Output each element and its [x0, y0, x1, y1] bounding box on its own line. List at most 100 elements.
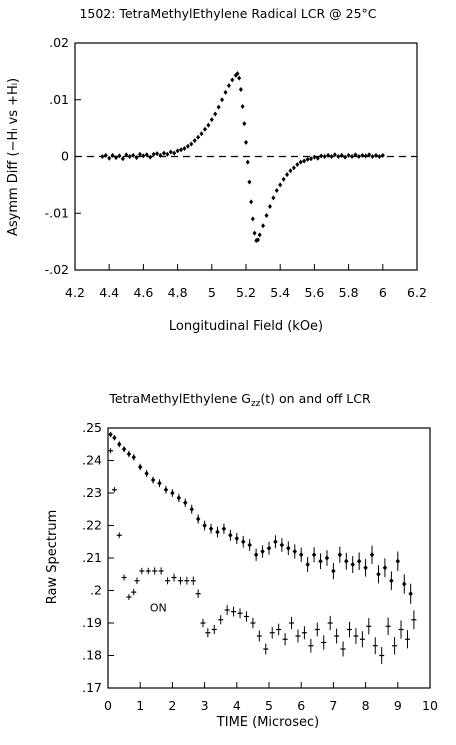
chart-2-y-tick-label: .2: [90, 583, 102, 598]
chart-2-x-tick-label: 6: [297, 698, 305, 713]
chart-1-data-point: [230, 77, 235, 83]
chart-1-x-tick-label: 6.2: [407, 285, 427, 300]
chart-1-y-axis-label: Asymm Diff (−Hₗ vs +Hₗ): [6, 78, 21, 236]
chart-1-data-point: [242, 121, 247, 127]
chart-2-off-data-point: [121, 446, 127, 452]
chart-1-data-point: [110, 152, 115, 158]
chart-1-data-point: [196, 134, 201, 140]
chart-1-data-point: [264, 213, 269, 219]
chart-2-off-data-point: [402, 581, 407, 587]
chart-1-data-point: [363, 153, 368, 159]
chart-2: TetraMethylEthylene Gzz(t) on and off LC…: [45, 391, 438, 730]
chart-1-data-point: [267, 203, 272, 209]
chart-1-data-point: [288, 168, 293, 174]
chart-1-x-tick-label: 4.6: [133, 285, 153, 300]
chart-1-data-point: [175, 148, 180, 154]
chart-1-data-point: [295, 161, 300, 167]
chart-2-x-ticks: 0 1 2 3 4 5 6 7 8 9 10: [104, 682, 438, 713]
chart-2-y-tick-label: .22: [82, 518, 102, 533]
chart-1-y-tick-label: -.02: [45, 262, 69, 277]
chart-1-data-point: [209, 117, 214, 123]
chart-2-off-data-point: [318, 558, 323, 564]
chart-2-off-data-point: [202, 522, 207, 529]
chart-1-data-point: [281, 176, 286, 182]
chart-2-off-data-point: [163, 487, 169, 493]
chart-2-y-axis-label: Raw Spectrum: [45, 510, 60, 604]
chart-2-x-tick-label: 4: [233, 698, 241, 713]
chart-1-data-point: [158, 152, 163, 158]
chart-1-y-ticks: .02 .01 0 -.01 -.02: [45, 35, 81, 277]
chart-2-x-tick-label: 0: [104, 698, 112, 713]
chart-2-off-data-point: [299, 552, 304, 558]
chart-2-x-tick-label: 5: [265, 698, 273, 713]
chart-2-off-data-point: [234, 535, 239, 542]
chart-1-x-tick-label: 4.2: [65, 285, 85, 300]
chart-1-data-point: [161, 150, 166, 156]
chart-1-data-point: [165, 151, 170, 157]
chart-2-x-tick-label: 8: [362, 698, 370, 713]
chart-1-data-point: [271, 195, 276, 201]
chart-1-data-point: [213, 111, 218, 117]
chart-2-y-tick-label: .19: [82, 615, 102, 630]
chart-2-off-data-point: [273, 539, 278, 545]
chart-1-y-tick-label: 0: [61, 149, 69, 164]
chart-1-data-point: [137, 151, 142, 157]
chart-2-off-data-point: [279, 542, 285, 548]
chart-2-off-data-point: [170, 490, 175, 496]
chart-1-data-point: [261, 223, 266, 229]
chart-1-y-tick-label: .01: [49, 92, 69, 107]
chart-2-x-tick-label: 2: [168, 698, 176, 713]
chart-1-data-point: [252, 230, 257, 236]
chart-1-x-tick-label: 4.4: [99, 285, 119, 300]
chart-2-off-data-point: [350, 561, 355, 568]
chart-1-data-point: [308, 156, 313, 162]
chart-2-off-data-point: [324, 555, 330, 561]
chart-2-y-tick-label: .17: [82, 680, 102, 695]
chart-1-title: 1502: TetraMethylEthylene Radical LCR @ …: [79, 6, 376, 21]
chart-1: 1502: TetraMethylEthylene Radical LCR @ …: [6, 6, 427, 334]
chart-1-data-point: [274, 188, 279, 194]
chart-1-data-point: [124, 152, 129, 158]
chart-2-off-data-point: [208, 526, 214, 532]
chart-1-data-point: [249, 199, 254, 205]
chart-1-x-tick-label: 5.8: [339, 285, 359, 300]
chart-2-off-data-point: [221, 526, 227, 532]
chart-1-data-point: [141, 153, 146, 159]
chart-2-off-data-point: [150, 477, 156, 483]
chart-2-off-data-point: [356, 558, 362, 564]
chart-1-x-tick-label: 6: [379, 285, 387, 300]
chart-2-x-tick-label: 9: [394, 698, 402, 713]
chart-1-data-point: [155, 151, 160, 157]
chart-1-data-point: [240, 104, 245, 110]
chart-1-data-point: [250, 216, 255, 222]
chart-1-data-point: [192, 138, 197, 144]
chart-1-data-point: [326, 152, 331, 158]
chart-1-data-point: [168, 149, 173, 155]
chart-2-off-data-point: [389, 578, 394, 584]
chart-1-data-point: [322, 154, 327, 159]
chart-1-data-point: [285, 172, 290, 178]
chart-2-off-data-point: [376, 571, 381, 577]
chart-1-data-point: [319, 153, 324, 159]
chart-1-data-point: [172, 150, 177, 156]
chart-2-off-data-point: [112, 435, 117, 441]
chart-1-x-tick-label: 5.6: [304, 285, 324, 300]
chart-1-data-point: [148, 154, 153, 160]
chart-1-data-point: [120, 156, 125, 162]
chart-1-x-tick-label: 5.4: [270, 285, 290, 300]
chart-1-x-ticks: 4.2 4.4 4.6 4.8 5 5.2 5.4 5.6 5.8 6 6.2: [65, 264, 427, 300]
chart-2-y-ticks: .25 .24 .23 .22 .21 .2 .19 .18 .17: [82, 420, 114, 695]
chart-1-data-point: [370, 154, 375, 159]
chart-2-off-data-point: [108, 431, 113, 438]
chart-1-data-point: [291, 165, 296, 171]
chart-1-data-point: [235, 71, 240, 77]
chart-2-off-data-point: [144, 470, 149, 477]
chart-1-data-point: [329, 154, 334, 159]
chart-1-data-point: [343, 154, 348, 160]
chart-1-data-point: [380, 152, 385, 158]
chart-2-off-data-point: [157, 480, 162, 486]
chart-2-off-data-point: [189, 506, 194, 512]
chart-1-x-tick-label: 5: [208, 285, 216, 300]
chart-2-y-tick-label: .21: [82, 550, 102, 565]
